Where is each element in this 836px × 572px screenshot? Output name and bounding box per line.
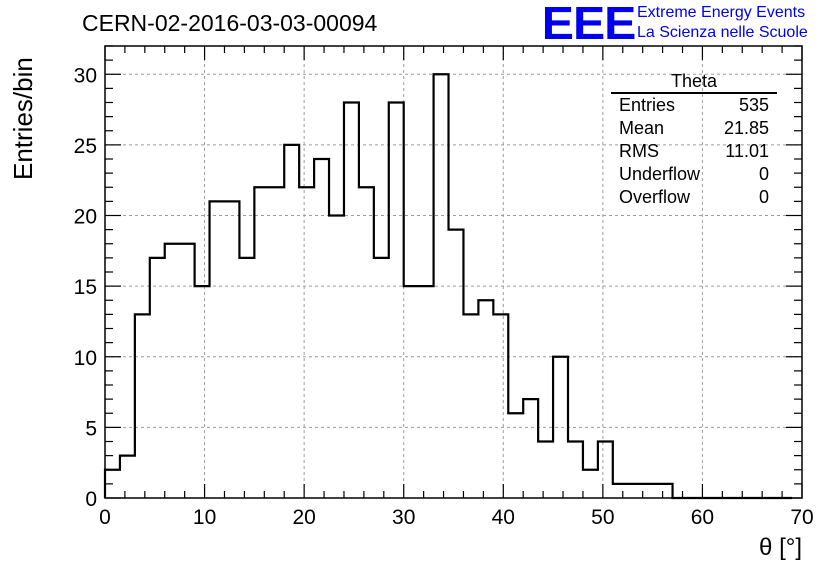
x-tick-label: 40 [492, 506, 515, 529]
histogram-bin [613, 484, 628, 498]
y-tick-label: 30 [74, 64, 97, 87]
stats-label: RMS [619, 141, 659, 161]
histogram-bin [449, 230, 464, 498]
histogram-bin [359, 187, 374, 498]
stats-row-mean: Mean 21.85 [611, 117, 777, 140]
stats-label: Entries [619, 95, 676, 115]
x-tick-label: 0 [99, 506, 111, 529]
x-tick-label: 60 [691, 506, 714, 529]
histogram-bin [269, 187, 284, 498]
y-tick-label: 0 [85, 488, 97, 511]
grid-lines [105, 46, 802, 498]
stats-value: 21.85 [723, 118, 769, 138]
histogram-bin [583, 470, 598, 498]
stats-row-entries: Entries 535 [611, 94, 777, 117]
logo-line-2: La Scienza nelle Scuole [637, 24, 808, 41]
y-tick-label: 15 [74, 276, 97, 299]
stats-value: 11.01 [725, 141, 769, 161]
axes: 0 10 20 30 40 50 60 70 0 5 10 15 20 25 30 [74, 45, 814, 529]
x-tick-label: 70 [790, 506, 813, 529]
histogram-bin [508, 413, 523, 498]
histogram-bin [434, 74, 449, 498]
stats-row-underflow: Underflow 0 [611, 163, 777, 186]
histogram-bin [463, 314, 478, 498]
histogram-bin [628, 484, 643, 498]
eee-logo: EEE [541, 0, 637, 49]
histogram-series [103, 73, 793, 500]
histogram-bin [224, 201, 239, 498]
chart-title: CERN-02-2016-03-03-00094 [82, 10, 378, 36]
histogram-bin [404, 286, 419, 498]
histogram-bin [284, 145, 299, 498]
histogram-bin [374, 258, 389, 498]
histogram-bin [538, 442, 553, 499]
histogram-bin [180, 244, 195, 498]
x-tick-label: 20 [292, 506, 315, 529]
y-tick-label: 20 [74, 206, 97, 229]
stats-row-overflow: Overflow 0 [611, 186, 777, 209]
histogram-bin [314, 159, 329, 498]
y-tick-label: 5 [85, 417, 97, 440]
histogram-bin [553, 357, 568, 498]
histogram-bin [344, 103, 359, 499]
stats-label: Mean [619, 118, 665, 138]
stats-box-title: Theta [611, 72, 777, 94]
stats-label: Underflow [619, 164, 701, 184]
histogram-line [103, 73, 793, 500]
x-tick-label: 50 [591, 506, 614, 529]
stats-label: Overflow [619, 187, 691, 207]
histogram-bin [523, 399, 538, 498]
stats-box: Theta Entries 535 Mean 21.85 RMS 11.01 U… [611, 72, 777, 209]
histogram-bin [419, 286, 434, 498]
x-tick-label: 10 [193, 506, 216, 529]
logo-line-1: Extreme Energy Events [637, 4, 806, 21]
histogram-bin [478, 300, 493, 498]
histogram-bin [120, 456, 135, 498]
stats-value: 535 [738, 95, 769, 115]
x-axis-label: θ [°] [759, 534, 802, 561]
histogram-bin [568, 442, 583, 499]
histogram-bin [643, 484, 658, 498]
histogram-bin [598, 442, 613, 499]
histogram-bin [493, 314, 508, 498]
histogram-bin [195, 286, 210, 498]
y-axis-label: Entries/bin [8, 57, 38, 180]
stats-value: 0 [758, 164, 769, 184]
histogram-bin [165, 244, 180, 498]
histogram-bin [150, 258, 165, 498]
histogram-bin [658, 484, 673, 498]
stats-value: 0 [758, 187, 769, 207]
histogram-bin [210, 201, 225, 498]
stats-row-rms: RMS 11.01 [611, 140, 777, 163]
histogram-bin [329, 216, 344, 499]
x-tick-label: 30 [392, 506, 415, 529]
histogram-bin [254, 187, 269, 498]
y-tick-label: 25 [74, 135, 97, 158]
y-tick-label: 10 [74, 347, 97, 370]
histogram-bin [389, 103, 404, 499]
histogram-bin [135, 314, 150, 498]
histogram-bin [239, 258, 254, 498]
histogram-bin [299, 187, 314, 498]
